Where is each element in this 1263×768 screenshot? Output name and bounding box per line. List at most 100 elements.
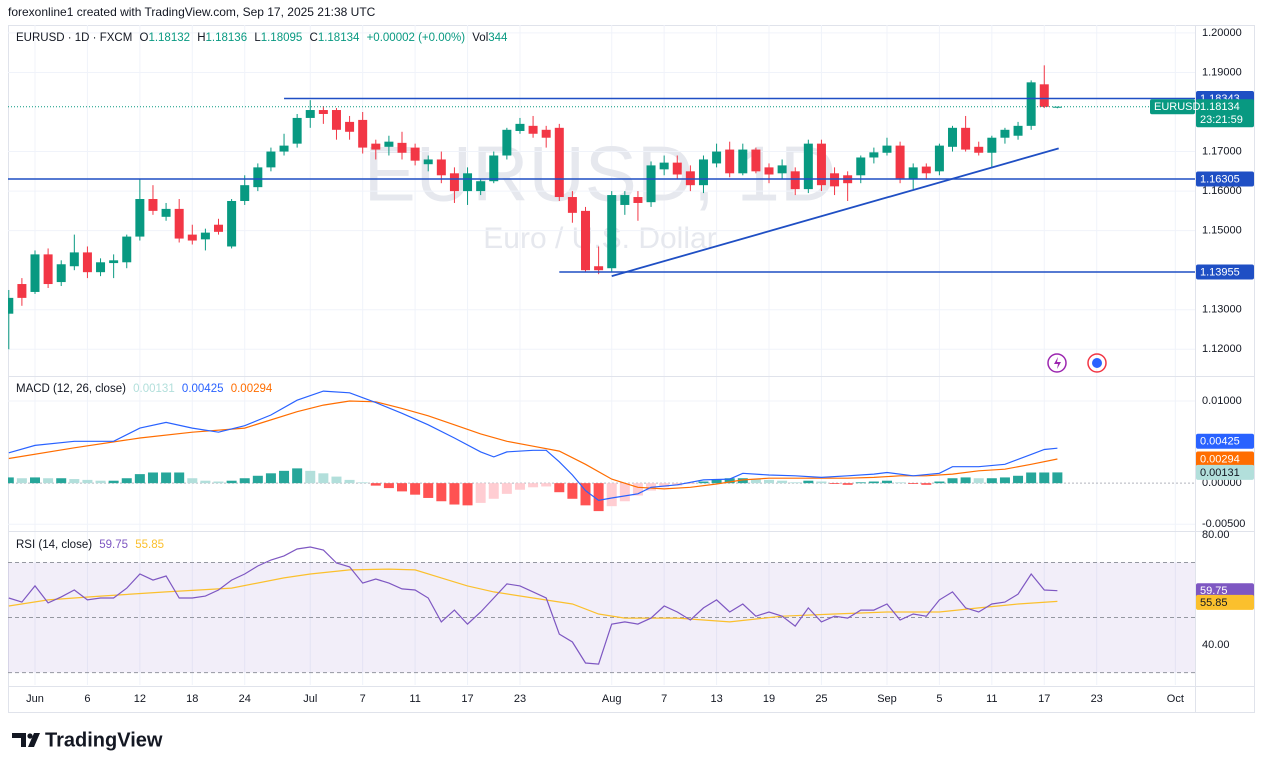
candle-body	[646, 165, 656, 203]
histogram-bar	[659, 483, 670, 488]
histogram-bar	[501, 483, 512, 494]
histogram-bar	[580, 483, 591, 506]
y-tick-label: 1.17000	[1202, 145, 1242, 157]
candle-body	[122, 236, 132, 263]
candle-body	[30, 254, 40, 292]
candle-body	[240, 185, 250, 201]
histogram-bar	[449, 483, 460, 505]
x-tick-label: 11	[409, 693, 420, 705]
candle-body	[869, 152, 879, 158]
x-tick-label: 18	[186, 693, 198, 705]
level-tag: 1.16305	[1200, 173, 1240, 185]
histogram-bar	[95, 480, 106, 484]
candle-body	[463, 173, 473, 192]
histogram-bar	[147, 472, 158, 484]
candle-body	[1039, 84, 1049, 107]
watermark-subtitle: Euro / U.S. Dollar	[483, 222, 716, 255]
x-tick-label: Aug	[602, 693, 622, 705]
y-tick-label: 0.00000	[1202, 477, 1242, 489]
signal-tag-bg	[1196, 451, 1254, 467]
candle-body	[581, 210, 591, 271]
histogram-bar	[698, 481, 709, 484]
candle-body	[135, 199, 145, 237]
histogram-bar	[908, 483, 919, 484]
candle-body	[515, 123, 525, 131]
candle-body	[528, 125, 538, 134]
histogram-bar	[541, 483, 552, 487]
event-dot	[1092, 358, 1102, 368]
candle-body	[227, 200, 237, 247]
trend-line	[611, 147, 1059, 277]
histogram-bar	[410, 483, 421, 495]
histogram-bar	[121, 478, 132, 484]
histogram-bar	[567, 483, 578, 499]
histogram-bar	[30, 477, 41, 484]
candle-body	[69, 252, 79, 267]
event-icon[interactable]	[1087, 353, 1107, 373]
y-tick-label: -0.00500	[1202, 518, 1245, 530]
candle-body	[17, 284, 27, 298]
candle-body	[423, 159, 433, 165]
candle-body	[974, 146, 984, 153]
y-tick-label: 80.00	[1202, 529, 1230, 541]
histogram-bar	[1013, 475, 1024, 484]
candle-body	[698, 159, 708, 186]
histogram-bar	[632, 483, 643, 496]
candle-body	[148, 199, 158, 211]
candle-body	[672, 162, 682, 175]
low-value: 1.18095	[260, 32, 303, 44]
histogram-bar	[265, 473, 276, 484]
histogram-bar	[724, 478, 735, 484]
x-tick-label: 5	[936, 693, 942, 705]
close-value: 1.18134	[317, 32, 360, 44]
candle-body	[200, 232, 210, 240]
histogram-bar	[161, 472, 172, 484]
candle-body	[331, 110, 341, 130]
histogram-bar	[370, 483, 381, 486]
alert-icon[interactable]	[1047, 353, 1067, 373]
histogram-bar	[69, 479, 80, 484]
x-tick-label: Oct	[1167, 693, 1184, 705]
candle-body	[109, 260, 119, 264]
histogram-bar	[1039, 472, 1050, 484]
volume-label: Vol	[472, 32, 489, 44]
y-tick-label: 1.16000	[1202, 185, 1242, 197]
x-tick-label: 6	[84, 693, 90, 705]
candle-body	[908, 167, 918, 180]
histogram-bar	[318, 473, 329, 484]
candle-body	[397, 142, 407, 153]
histogram-bar	[16, 478, 27, 484]
histogram-bar	[213, 481, 224, 484]
rsi-line	[8, 546, 1058, 665]
candle-body	[830, 173, 840, 187]
candle-body	[489, 155, 499, 182]
histogram-bar	[43, 478, 54, 484]
x-tick-label: 12	[134, 693, 146, 705]
y-tick-label: 0.01000	[1202, 395, 1242, 407]
candle-body	[384, 141, 394, 147]
x-tick-label: Jun	[26, 693, 44, 705]
histogram-bar	[108, 480, 119, 484]
signal-value: 0.00294	[230, 383, 273, 395]
candle-body	[541, 129, 551, 138]
high-value: 1.18136	[205, 32, 248, 44]
logo-text: TradingView	[45, 729, 163, 751]
y-tick-label: 1.19000	[1202, 66, 1242, 78]
x-tick-label: 7	[661, 693, 667, 705]
histogram-bar	[803, 480, 814, 484]
histogram-bar	[764, 479, 775, 484]
histogram-bar	[423, 483, 434, 498]
histogram-bar	[554, 483, 565, 493]
rsi-ma-line	[8, 568, 1058, 623]
candle-body	[410, 147, 420, 161]
candle-body	[266, 151, 276, 168]
candle-body	[948, 127, 958, 147]
x-tick-label: 24	[239, 693, 251, 705]
histogram-bar	[528, 483, 539, 488]
candle-body	[961, 127, 971, 150]
candle-body	[305, 110, 315, 118]
histogram-bar	[462, 483, 473, 506]
candle-body	[803, 143, 813, 190]
